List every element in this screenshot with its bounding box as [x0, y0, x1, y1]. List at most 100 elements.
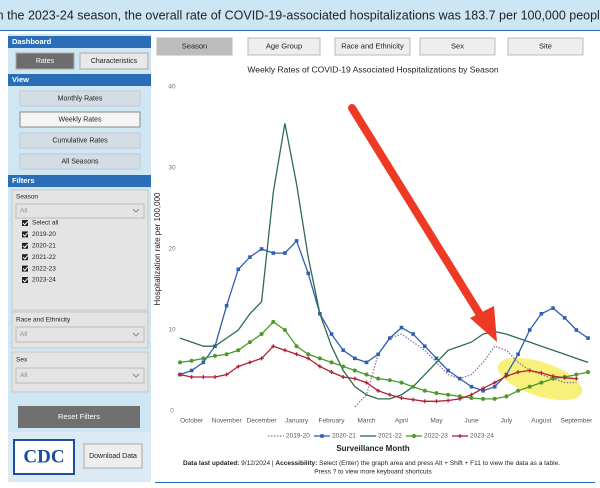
marker [320, 434, 324, 438]
marker [434, 356, 439, 361]
marker [574, 376, 579, 381]
legend-label: 2020-21 [332, 433, 356, 440]
marker [574, 328, 579, 332]
checkbox[interactable] [22, 242, 28, 249]
checkbox[interactable] [22, 277, 28, 283]
checkbox-label: 2022-23 [32, 265, 56, 272]
tab-label: Sex [451, 41, 464, 50]
marker [388, 336, 392, 340]
section-title: Filters [12, 176, 35, 185]
reset-label: Reset Filters [58, 412, 100, 421]
chevron [132, 332, 140, 337]
marker [562, 316, 567, 320]
marker [294, 239, 299, 243]
marker [201, 374, 206, 379]
marker [399, 380, 404, 385]
checkbox-label: 2019-20 [32, 231, 56, 238]
marker [248, 255, 252, 259]
marker [247, 360, 252, 365]
updated: 9/12/2024 [241, 460, 270, 467]
marker [469, 392, 474, 397]
highlight [497, 357, 583, 401]
series-line [179, 239, 589, 392]
marker [492, 384, 497, 389]
shortcuts: Press ? to view more keyboard shortcuts [314, 469, 432, 476]
dropdown[interactable] [15, 326, 145, 343]
checkmark [22, 232, 29, 237]
tab[interactable] [507, 37, 584, 56]
marker [283, 251, 287, 255]
marker [527, 384, 532, 389]
marker [539, 370, 544, 375]
legend-label: 2021-22 [378, 433, 402, 440]
tab[interactable] [419, 37, 496, 56]
marker [516, 388, 521, 393]
toggle-button[interactable] [79, 52, 149, 70]
dropdown-value: All [20, 372, 28, 379]
series-line [179, 123, 589, 400]
dropdown-value: All [20, 331, 28, 338]
marker [271, 344, 276, 349]
checkmark [22, 255, 29, 260]
logo: CDC [23, 446, 64, 467]
separator: | [272, 460, 274, 467]
marker [201, 360, 206, 365]
checkbox[interactable] [22, 254, 28, 261]
series-line [179, 321, 589, 400]
marker [516, 352, 520, 357]
marker [376, 352, 380, 357]
tab[interactable] [247, 37, 321, 56]
marker [212, 374, 217, 379]
marker [422, 388, 427, 393]
checkbox-label: 2023-24 [32, 277, 56, 284]
tab[interactable] [156, 37, 233, 56]
x-tick-label: March [357, 418, 375, 425]
tab[interactable] [334, 37, 411, 56]
marker [411, 332, 415, 336]
checkbox[interactable] [22, 220, 28, 226]
filter-label: Race and Ethnicity [16, 317, 71, 324]
marker [457, 394, 462, 399]
marker [434, 399, 439, 404]
x-axis-label: Surveillance Month [336, 444, 409, 453]
y-tick-label: 10 [168, 327, 176, 334]
view-label: Monthly Rates [58, 95, 103, 102]
view-button[interactable] [19, 90, 141, 107]
checkmark [22, 220, 29, 226]
checkmark [22, 277, 29, 283]
x-tick-label: November [212, 418, 243, 425]
marker [282, 348, 287, 353]
marker [387, 392, 392, 397]
marker [422, 399, 427, 404]
tab-label: Age Group [266, 41, 302, 50]
checkbox[interactable] [22, 265, 28, 272]
marker [481, 386, 486, 391]
dropdown[interactable] [15, 203, 145, 219]
marker [539, 380, 544, 385]
marker [224, 352, 229, 357]
marker [446, 368, 450, 373]
marker [341, 348, 345, 353]
section-header [8, 175, 151, 187]
marker [306, 352, 311, 357]
marker [178, 360, 182, 365]
marker [446, 392, 451, 397]
reset-button[interactable] [18, 406, 140, 428]
marker [224, 303, 229, 308]
view-button[interactable] [19, 132, 141, 149]
accessibility-label: Accessibility: [275, 460, 317, 467]
marker [353, 356, 357, 361]
marker [224, 372, 229, 377]
checkbox-label: 2020-21 [32, 243, 56, 250]
toggle-button[interactable] [15, 52, 75, 70]
view-button[interactable] [19, 153, 141, 170]
download-button[interactable] [83, 443, 143, 469]
view-button[interactable] [19, 111, 141, 128]
marker [527, 368, 532, 373]
checkbox[interactable] [22, 231, 28, 238]
dropdown[interactable] [15, 367, 145, 384]
marker [376, 376, 381, 381]
marker [516, 370, 521, 375]
marker [352, 376, 357, 381]
x-tick-label: January [285, 418, 309, 425]
